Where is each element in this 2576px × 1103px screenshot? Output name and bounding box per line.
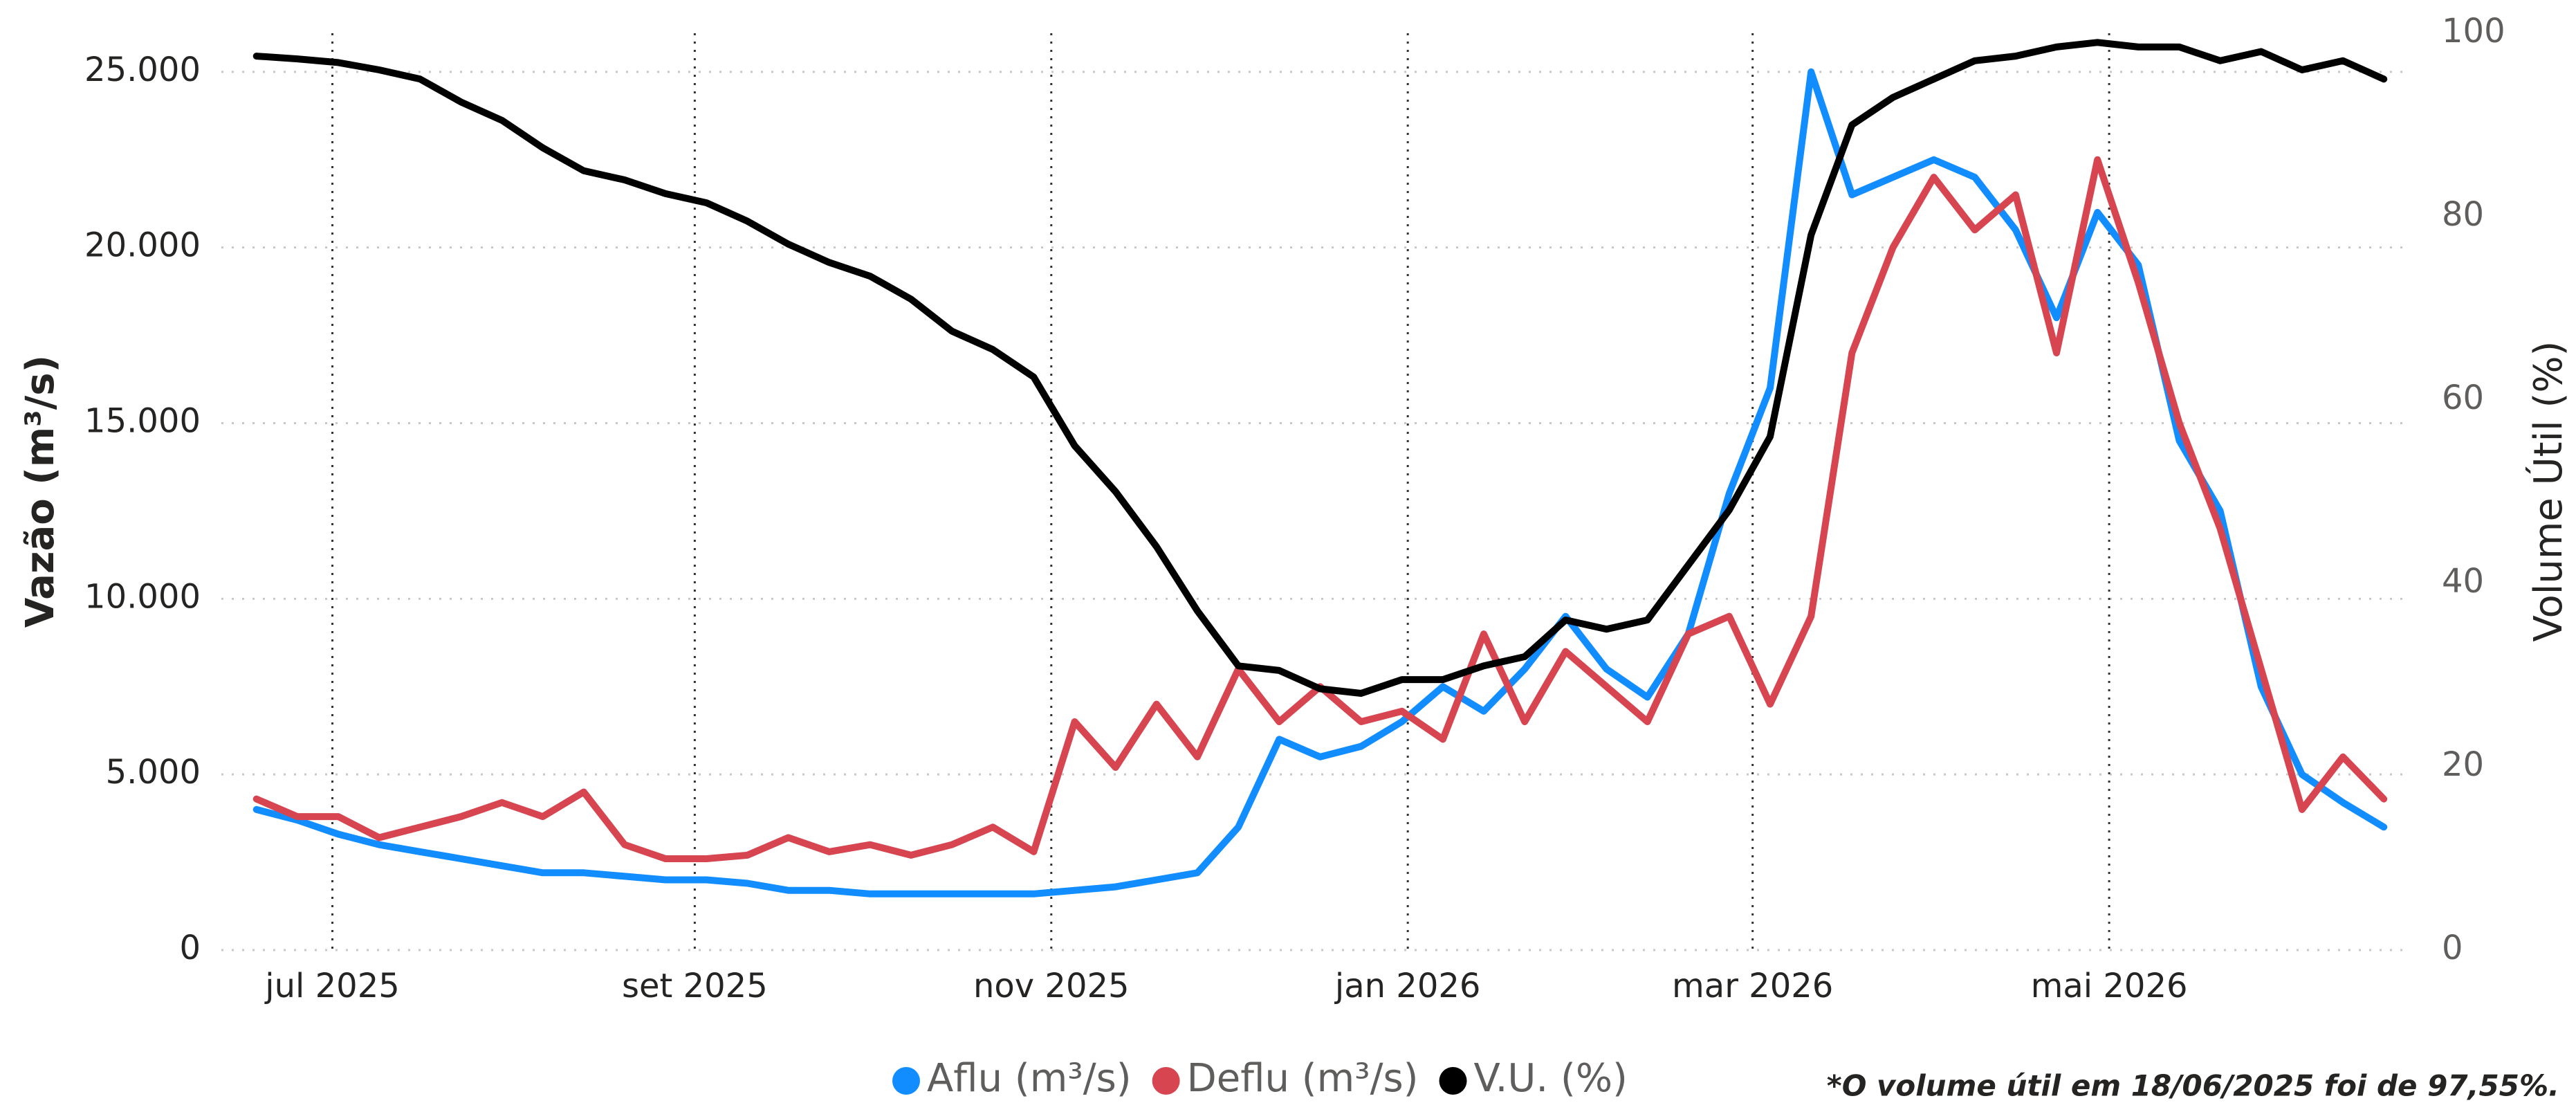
y-tick-label: 15.000 — [84, 402, 201, 441]
legend-marker — [1439, 1067, 1467, 1095]
y2-axis-title: Volume Útil (%) — [2526, 341, 2571, 642]
series-line — [252, 68, 2388, 897]
y-tick-label: 0 — [179, 929, 201, 967]
x-tick-label: jan 2026 — [1334, 967, 1481, 1005]
series-line — [252, 39, 2388, 697]
legend-label: Aflu (m³/s) — [927, 1056, 1132, 1101]
y-axis-title: Vazão (m³/s) — [18, 355, 63, 628]
annotation: *O volume útil em 18/06/2025 foi de 97,5… — [1827, 1069, 2559, 1103]
y2-tick-label: 80 — [2442, 195, 2484, 234]
y2-tick-label: 60 — [2442, 379, 2484, 417]
y2-tick-label: 40 — [2442, 562, 2484, 601]
legend-label: Deflu (m³/s) — [1187, 1056, 1419, 1101]
y2-tick-label: 100 — [2442, 12, 2505, 51]
y-tick-label: 5.000 — [106, 753, 201, 792]
x-tick-label: mai 2026 — [2031, 967, 2188, 1005]
legend-marker — [892, 1067, 920, 1095]
x-tick-label: jul 2025 — [264, 967, 400, 1005]
x-tick-label: nov 2025 — [973, 967, 1130, 1005]
y-tick-label: 20.000 — [84, 226, 201, 265]
y-tick-label: 25.000 — [84, 51, 201, 89]
x-tick-label: mar 2026 — [1672, 967, 1833, 1005]
legend-label: V.U. (%) — [1474, 1056, 1628, 1101]
y2-tick-label: 20 — [2442, 745, 2484, 784]
y-tick-label: 10.000 — [84, 577, 201, 616]
y2-tick-label: 0 — [2442, 929, 2463, 967]
legend-marker — [1152, 1067, 1180, 1095]
x-tick-label: set 2025 — [622, 967, 768, 1005]
